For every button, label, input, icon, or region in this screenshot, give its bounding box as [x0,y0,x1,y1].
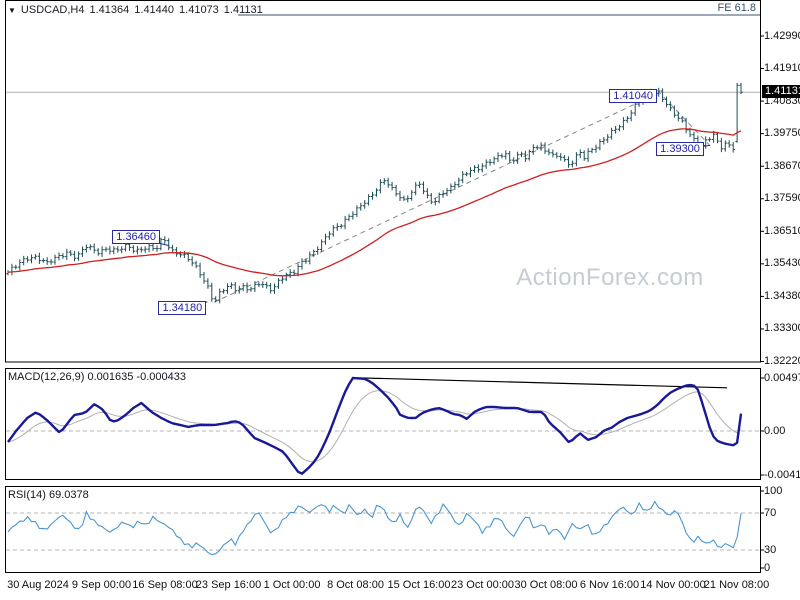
x-axis-label: 6 Nov 16:00 [579,579,640,591]
price-annotation-tag[interactable]: 1.41040 [609,88,657,103]
x-axis-label: 1 Oct 00:00 [263,579,321,591]
price-axis-label: 1.33300 [764,322,800,335]
quote-open: 1.41364 [89,4,130,16]
quote-high: 1.41440 [134,4,175,16]
price-axis-label: 1.38670 [764,159,800,172]
macd-axis-label: 0.00 [764,424,786,437]
x-axis-label: 23 Oct 00:00 [451,579,514,591]
macd-indicator-label: MACD(12,26,9) 0.001635 -0.000433 [8,371,186,383]
fibonacci-expansion-label[interactable]: FE 61.8 [717,2,756,14]
price-axis-label: 1.36510 [764,224,800,237]
symbol-timeframe-label: USDCAD,H4 [20,4,85,16]
quote-low: 1.41073 [179,4,219,16]
quote-close: 1.41131 [223,4,263,16]
x-axis-label: 30 Aug 2024 [7,579,69,591]
rsi-axis-label: 100 [764,484,783,497]
price-axis-label: 1.32220 [764,355,800,367]
x-axis-label: 15 Oct 16:00 [387,579,451,591]
symbol-dropdown-arrow[interactable]: ▼ [8,5,16,15]
rsi-indicator-label: RSI(14) 69.0378 [8,489,89,501]
price-annotation-tag[interactable]: 1.39300 [656,142,704,157]
price-axis-label: 1.39750 [764,127,800,140]
watermark: ActionForex.com [516,264,704,291]
x-axis-label: 8 Oct 08:00 [327,579,384,591]
x-axis-label: 14 Nov 00:00 [640,579,706,591]
price-axis-label: 1.42990 [764,29,800,42]
macd-axis-label: -0.004126 [764,468,800,481]
price-annotation-tag[interactable]: 1.34180 [158,301,207,316]
current-price-tag: 1.41131 [762,85,800,99]
x-axis-label: 21 Nov 08:00 [703,579,770,591]
x-axis-label: 23 Sep 16:00 [195,579,262,591]
price-axis-label: 1.41910 [764,62,800,75]
x-axis-label: 30 Oct 08:00 [514,579,578,591]
macd-axis-label: 0.004971 [764,371,800,384]
title-bar: ▼ USDCAD,H4 1.41364 1.41440 1.41073 1.41… [8,4,263,16]
price-annotation-tag[interactable]: 1.36460 [112,230,161,245]
rsi-axis-label: 30 [764,543,777,556]
price-axis-label: 1.34380 [764,289,800,302]
price-axis-label: 1.37590 [764,192,800,205]
rsi-axis-label: 0 [764,561,771,574]
price-axis-label: 1.35430 [764,257,800,270]
x-axis-label: 9 Sep 00:00 [71,579,132,591]
x-axis-label: 16 Sep 08:00 [132,579,198,591]
rsi-axis-label: 70 [764,506,777,519]
